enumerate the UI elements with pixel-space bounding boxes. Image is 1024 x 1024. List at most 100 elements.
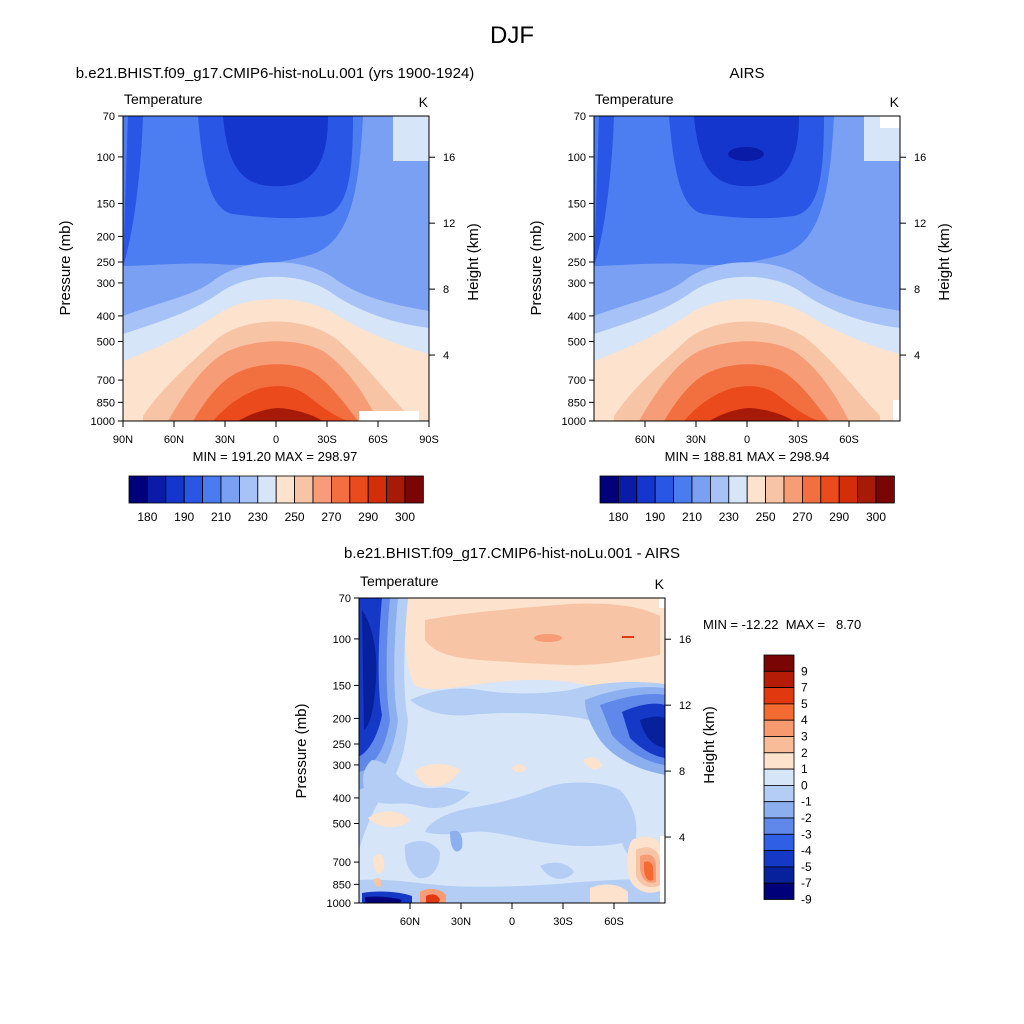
- latitude-tick-label: 30S: [788, 434, 808, 446]
- pressure-tick-label: 850: [333, 879, 351, 891]
- colorbar-swatch: [238, 475, 259, 504]
- colorbar-swatch: [275, 475, 296, 504]
- colorbar-tick-label: 230: [248, 510, 268, 524]
- unit-label: K: [655, 576, 665, 592]
- panel-title: b.e21.BHIST.f09_g17.CMIP6-hist-noLu.001 …: [344, 545, 680, 562]
- colorbar-tick-label: -1: [801, 795, 812, 809]
- colorbar-swatch: [875, 475, 895, 504]
- latitude-tick-label: 30S: [317, 434, 337, 446]
- colorbar-swatch: [763, 768, 795, 786]
- height-tick-label: 8: [679, 766, 685, 778]
- latitude-tick-label: 0: [273, 434, 279, 446]
- colorbar-tick-label: -7: [801, 876, 812, 890]
- latitude-tick-label: 60N: [635, 434, 655, 446]
- pressure-tick-label: 250: [568, 257, 586, 269]
- variable-label: Temperature: [124, 91, 203, 107]
- colorbar-swatch: [763, 817, 795, 835]
- colorbar-tick-label: 270: [792, 510, 812, 524]
- pressure-tick-label: 250: [333, 739, 351, 751]
- colorbar-swatch: [763, 736, 795, 754]
- height-ticks: 16 12 8 4: [665, 634, 691, 844]
- pressure-tick-label: 250: [97, 257, 115, 269]
- pressure-tick-label: 300: [568, 278, 586, 290]
- colorbar-tick-label: 210: [682, 510, 702, 524]
- latitude-tick-label: 30N: [215, 434, 235, 446]
- pressure-tick-label: 1000: [91, 416, 115, 428]
- colorbar-swatch: [820, 475, 840, 504]
- colorbar-swatch: [618, 475, 638, 504]
- pressure-tick-label: 100: [568, 152, 586, 164]
- latitude-ticks: 60N 30N 0 30S 60S: [635, 421, 859, 446]
- colorbar-tick-label: 2: [801, 746, 808, 760]
- latitude-tick-label: 90N: [113, 434, 133, 446]
- min-max-stats: MIN = 191.20 MAX = 298.97: [193, 449, 358, 464]
- colorbar-tick-label: -5: [801, 860, 812, 874]
- figure-title: DJF: [490, 22, 534, 49]
- height-tick-label: 4: [914, 350, 920, 362]
- pressure-tick-label: 100: [333, 634, 351, 646]
- panel-model: b.e21.BHIST.f09_g17.CMIP6-hist-noLu.001 …: [57, 65, 482, 464]
- latitude-tick-label: 60S: [839, 434, 859, 446]
- colorbar-tick-label: 180: [137, 510, 157, 524]
- contour-field: [123, 116, 429, 421]
- colorbar-swatch: [857, 475, 877, 504]
- colorbar-tick-label: 180: [608, 510, 628, 524]
- colorbar-tick-label: 250: [285, 510, 305, 524]
- colorbar-swatch: [802, 475, 822, 504]
- unit-label: K: [890, 94, 900, 110]
- pressure-tick-label: 150: [333, 680, 351, 692]
- colorbar-model: 180 190 210 230 250 270 290 300: [128, 475, 424, 524]
- pressure-tick-label: 500: [568, 337, 586, 349]
- colorbar-tick-label: 0: [801, 778, 808, 792]
- colorbar-swatch: [763, 850, 795, 868]
- height-tick-label: 12: [914, 218, 926, 230]
- pressure-tick-label: 70: [103, 111, 115, 123]
- height-ticks: 16 12 8 4: [900, 152, 926, 362]
- latitude-tick-label: 60N: [164, 434, 184, 446]
- colorbar-swatch: [763, 801, 795, 819]
- y-axis-label: Pressure (mb): [57, 220, 74, 315]
- pressure-tick-label: 150: [568, 198, 586, 210]
- pressure-tick-label: 850: [568, 397, 586, 409]
- colorbar-swatch: [763, 866, 795, 884]
- pressure-tick-label: 400: [568, 311, 586, 323]
- height-tick-label: 12: [679, 700, 691, 712]
- colorbar-swatch: [763, 752, 795, 770]
- colorbar-tick-label: -4: [801, 844, 812, 858]
- colorbar-tick-label: 290: [829, 510, 849, 524]
- colorbar-tick-label: 9: [801, 664, 808, 678]
- colorbar-tick-label: 270: [321, 510, 341, 524]
- latitude-tick-label: 0: [744, 434, 750, 446]
- latitude-ticks: 60N 30N 0 30S 60S: [400, 903, 624, 928]
- colorbar-swatch: [763, 785, 795, 803]
- colorbar-airs: 180 190 210 230 250 270 290 300: [599, 475, 895, 524]
- colorbar-tick-label: 1: [801, 762, 808, 776]
- colorbar-tick-label: 3: [801, 730, 808, 744]
- colorbar-swatch: [763, 719, 795, 737]
- colorbar-tick-label: 7: [801, 681, 808, 695]
- colorbar-swatch: [636, 475, 656, 504]
- colorbar-swatch: [349, 475, 369, 504]
- height-tick-label: 8: [914, 284, 920, 296]
- colorbar-swatch: [710, 475, 730, 504]
- pressure-tick-label: 850: [97, 397, 115, 409]
- latitude-tick-label: 60S: [604, 916, 624, 928]
- colorbar-tick-label: 230: [719, 510, 739, 524]
- colorbar-swatch: [330, 475, 351, 504]
- colorbar-tick-label: 190: [174, 510, 194, 524]
- colorbar-swatch: [763, 833, 795, 851]
- pressure-tick-label: 70: [339, 593, 351, 605]
- height-tick-label: 16: [679, 634, 691, 646]
- colorbar-swatch: [783, 475, 803, 504]
- colorbar-tick-label: 4: [801, 713, 808, 727]
- height-tick-label: 4: [679, 832, 685, 844]
- colorbar-swatch: [763, 687, 795, 705]
- pressure-tick-label: 700: [568, 375, 586, 387]
- colorbar-swatch: [146, 475, 167, 504]
- variable-label: Temperature: [360, 573, 439, 589]
- unit-label: K: [419, 94, 429, 110]
- panel-difference: b.e21.BHIST.f09_g17.CMIP6-hist-noLu.001 …: [293, 545, 861, 928]
- panel-airs: AIRS Temperature K Pressure (mb) Height …: [528, 65, 953, 464]
- pressure-tick-label: 500: [333, 819, 351, 831]
